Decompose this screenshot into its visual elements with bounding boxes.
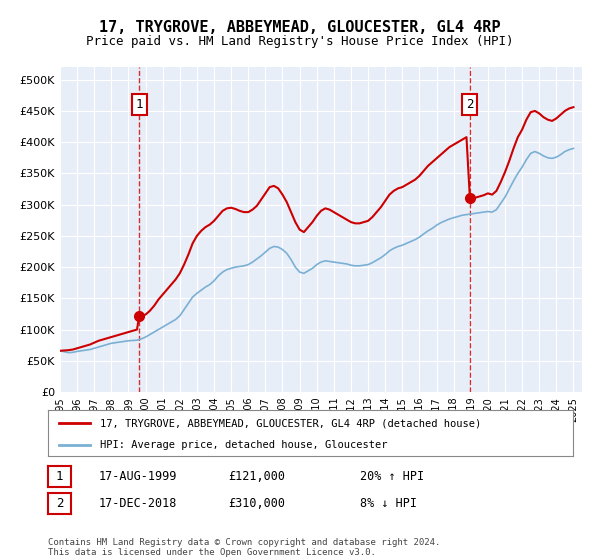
Text: 8% ↓ HPI: 8% ↓ HPI <box>360 497 417 510</box>
Text: 20% ↑ HPI: 20% ↑ HPI <box>360 470 424 483</box>
Text: 17, TRYGROVE, ABBEYMEAD, GLOUCESTER, GL4 4RP (detached house): 17, TRYGROVE, ABBEYMEAD, GLOUCESTER, GL4… <box>101 418 482 428</box>
Text: 2: 2 <box>56 497 63 510</box>
Text: Price paid vs. HM Land Registry's House Price Index (HPI): Price paid vs. HM Land Registry's House … <box>86 35 514 48</box>
Text: 2: 2 <box>466 98 473 111</box>
Text: £121,000: £121,000 <box>228 470 285 483</box>
Text: 17, TRYGROVE, ABBEYMEAD, GLOUCESTER, GL4 4RP: 17, TRYGROVE, ABBEYMEAD, GLOUCESTER, GL4… <box>99 20 501 35</box>
Text: 17-AUG-1999: 17-AUG-1999 <box>99 470 178 483</box>
Text: HPI: Average price, detached house, Gloucester: HPI: Average price, detached house, Glou… <box>101 440 388 450</box>
Text: 1: 1 <box>56 470 63 483</box>
Text: 17-DEC-2018: 17-DEC-2018 <box>99 497 178 510</box>
Text: Contains HM Land Registry data © Crown copyright and database right 2024.
This d: Contains HM Land Registry data © Crown c… <box>48 538 440 557</box>
Text: £310,000: £310,000 <box>228 497 285 510</box>
Text: 1: 1 <box>136 98 143 111</box>
